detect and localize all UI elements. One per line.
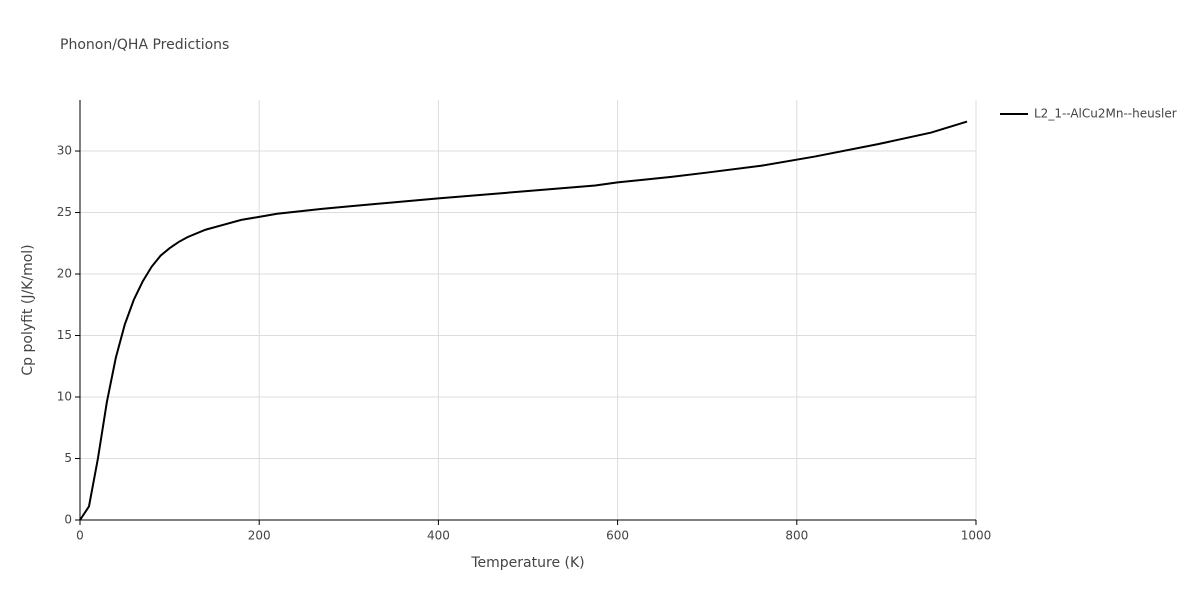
y-tick-label: 5	[64, 451, 72, 465]
y-tick-label: 30	[57, 144, 72, 158]
y-tick-label: 15	[57, 328, 72, 342]
x-tick-label: 200	[248, 529, 271, 543]
data-line	[79, 120, 968, 521]
x-axis-title: Temperature (K)	[470, 555, 584, 571]
x-tick-label: 600	[606, 529, 629, 543]
y-axis-title: Cp polyfit (J/K/mol)	[20, 244, 36, 375]
y-tick-label: 20	[57, 267, 72, 281]
x-tick-label: 1000	[961, 529, 992, 543]
legend-label: L2_1--AlCu2Mn--heusler	[1034, 107, 1177, 121]
x-tick-label: 0	[76, 529, 84, 543]
x-tick-label: 800	[785, 529, 808, 543]
chart-title: Phonon/QHA Predictions	[60, 37, 229, 53]
y-tick-label: 25	[57, 205, 72, 219]
x-tick-label: 400	[427, 529, 450, 543]
y-tick-label: 0	[64, 513, 72, 527]
y-tick-label: 10	[57, 390, 72, 404]
